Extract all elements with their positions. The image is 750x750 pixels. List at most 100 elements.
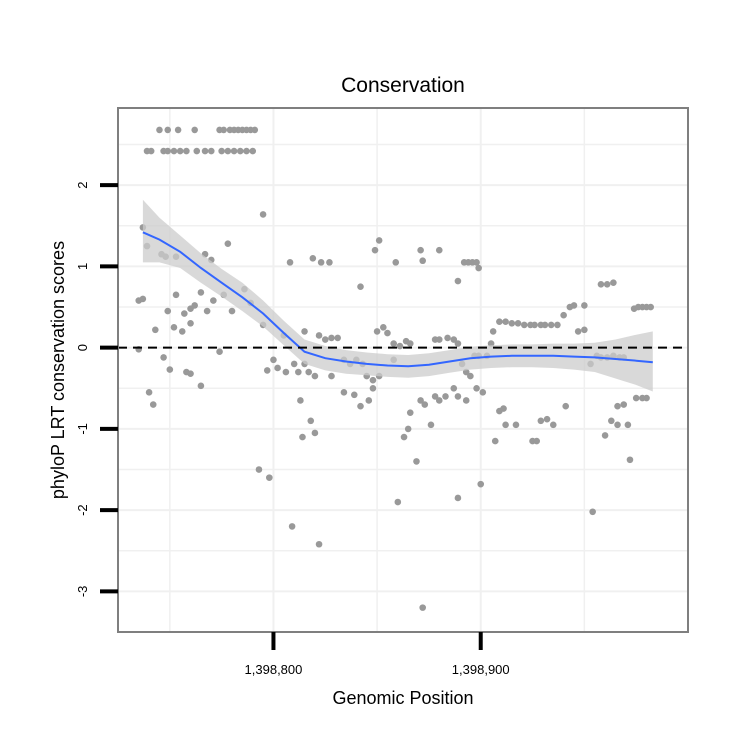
data-point (608, 417, 615, 425)
data-point (249, 147, 257, 155)
data-point (508, 319, 516, 327)
data-point (191, 126, 198, 134)
data-point (620, 401, 628, 408)
data-point (170, 324, 178, 331)
data-point (216, 348, 223, 356)
data-point (581, 326, 588, 334)
data-point (581, 302, 588, 309)
data-point (531, 321, 538, 329)
data-point (220, 126, 228, 134)
data-point (560, 311, 567, 319)
data-point (164, 307, 172, 315)
data-point (357, 402, 364, 410)
data-point (394, 498, 402, 506)
data-point (166, 366, 174, 373)
y-tick-label: -2 (75, 504, 90, 516)
data-point (160, 354, 167, 361)
data-point (431, 393, 439, 400)
data-point (520, 321, 528, 329)
data-point (178, 328, 186, 335)
data-point (176, 147, 184, 155)
data-point (421, 401, 429, 408)
data-point (371, 246, 379, 254)
data-point (193, 147, 201, 155)
data-point (462, 397, 470, 404)
data-point (311, 429, 319, 437)
data-point (390, 340, 397, 347)
y-tick-label: -1 (75, 423, 90, 435)
data-point (228, 307, 236, 315)
data-point (467, 372, 474, 380)
data-point (350, 391, 358, 399)
data-point (224, 147, 232, 155)
data-point (357, 283, 364, 291)
data-point (274, 364, 281, 372)
data-point (610, 279, 617, 286)
data-point (570, 302, 578, 309)
data-point (340, 389, 348, 396)
panel-border (117, 107, 689, 633)
data-point (533, 437, 540, 445)
data-point (286, 259, 294, 266)
data-point (203, 307, 211, 315)
data-point (365, 397, 373, 404)
data-point (172, 291, 180, 299)
data-point (224, 240, 232, 247)
data-point (626, 456, 634, 464)
y-tick-label: -3 (75, 586, 90, 598)
data-point (156, 126, 163, 134)
data-point (562, 402, 570, 410)
data-point (307, 417, 315, 425)
data-point (164, 147, 172, 155)
data-point (547, 321, 555, 329)
data-point (435, 246, 443, 254)
data-point (301, 328, 308, 335)
data-point (406, 409, 414, 416)
data-point (489, 328, 497, 335)
data-point (218, 147, 225, 155)
data-point (309, 254, 317, 262)
data-point (454, 340, 462, 347)
data-point (201, 147, 209, 155)
data-point (328, 334, 335, 342)
data-point (270, 356, 277, 364)
data-point (514, 319, 522, 327)
data-point (603, 280, 611, 288)
data-point (197, 382, 205, 390)
data-point (263, 367, 271, 374)
data-point (450, 384, 458, 392)
data-point (491, 437, 499, 445)
data-point (614, 402, 621, 410)
data-point (282, 368, 290, 376)
data-point (149, 401, 157, 408)
data-point (574, 328, 582, 335)
data-point (454, 277, 462, 285)
data-point (502, 421, 509, 429)
data-point (614, 421, 621, 429)
data-point (537, 417, 545, 425)
data-point (392, 259, 400, 266)
data-point (299, 433, 306, 441)
data-point (183, 147, 190, 155)
data-point (187, 370, 194, 377)
data-point (477, 480, 485, 488)
data-point (210, 297, 217, 304)
data-point (297, 397, 304, 404)
x-tick-label: 1,398,800 (245, 662, 303, 677)
data-point (375, 237, 383, 244)
y-tick-label: 0 (75, 344, 90, 351)
x-tick-label: 1,398,900 (452, 662, 510, 677)
data-point (419, 604, 426, 611)
y-axis: -3 -2 -1 0 1 2 (75, 182, 118, 598)
data-point (442, 393, 449, 400)
data-point (624, 421, 632, 429)
data-point (435, 397, 443, 404)
plot-area (117, 107, 689, 633)
data-point (396, 342, 404, 350)
data-point (549, 421, 557, 429)
data-point (601, 432, 609, 439)
data-point (328, 372, 335, 380)
data-point (647, 303, 654, 311)
data-point (435, 336, 443, 343)
